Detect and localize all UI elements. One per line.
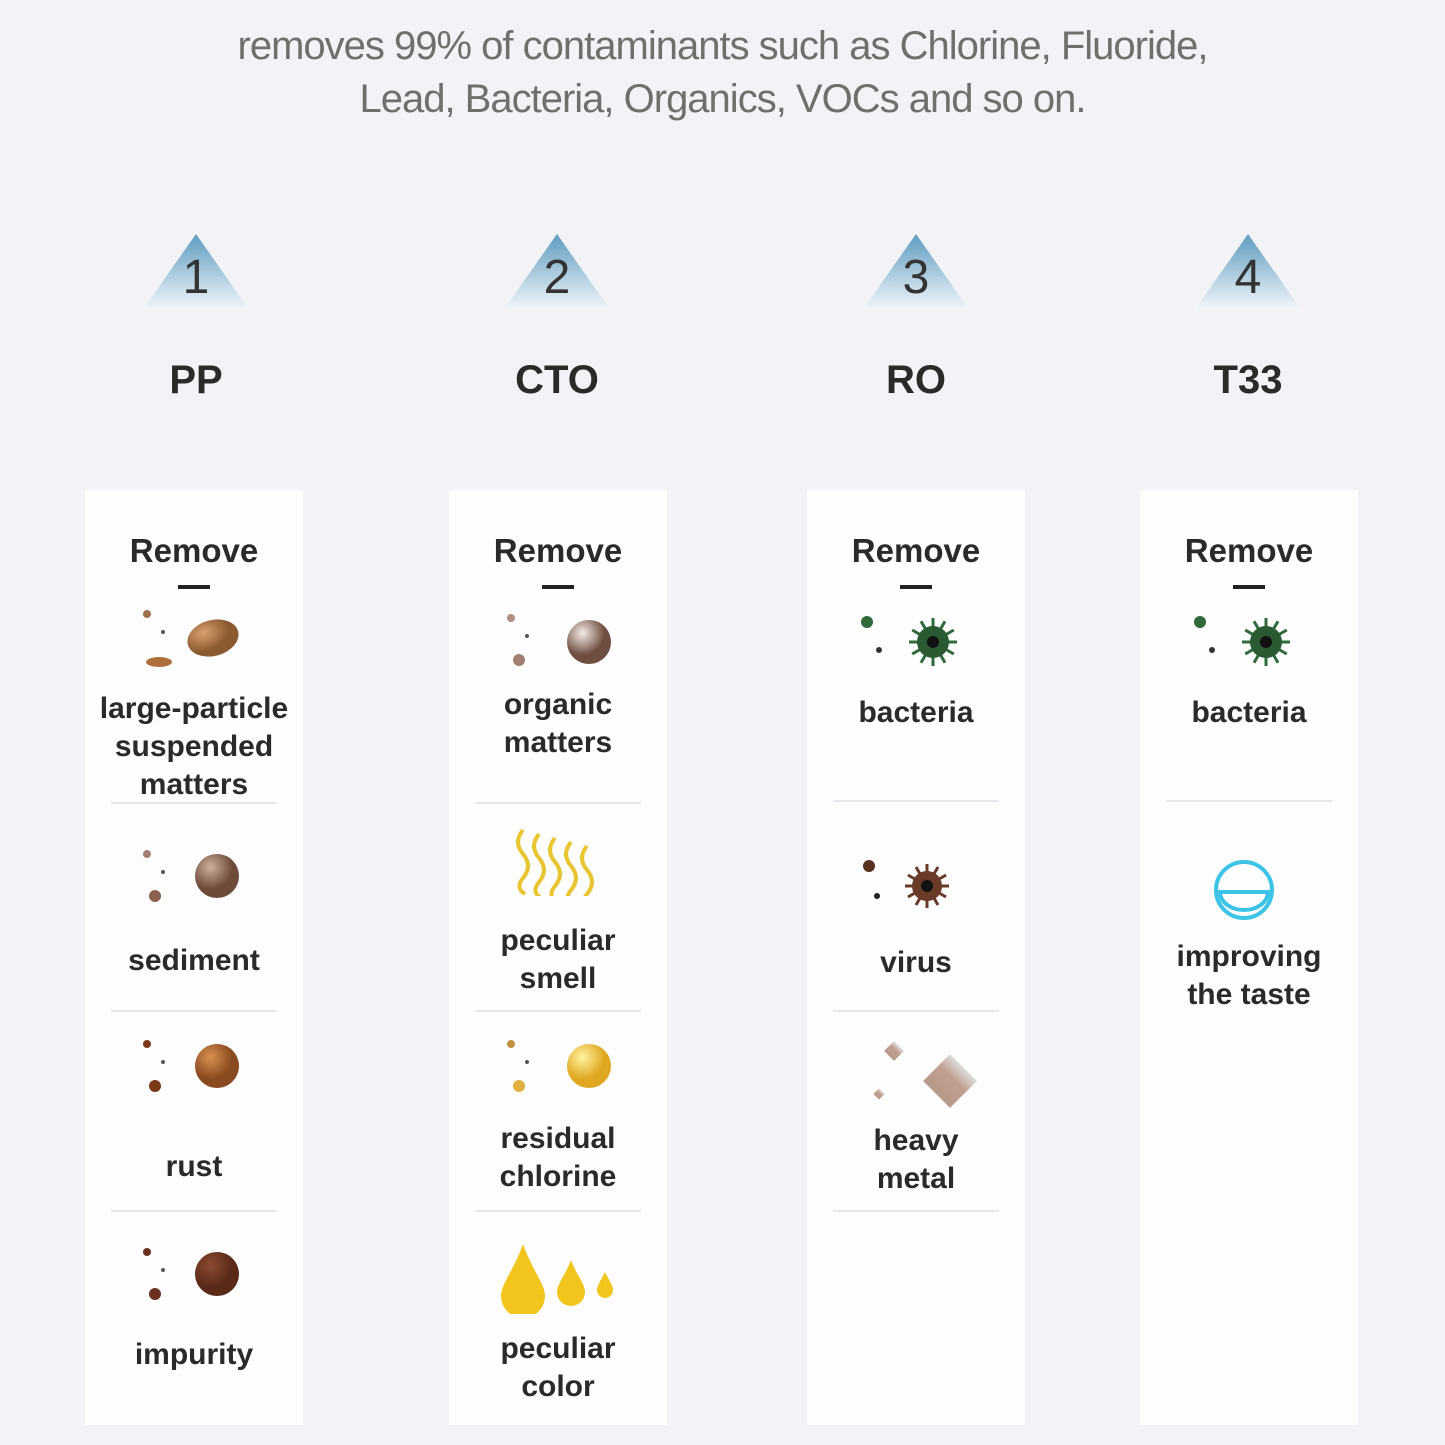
step-4-badge: 4 <box>1188 228 1308 308</box>
step-number: 1 <box>182 251 210 304</box>
filter-name: PP <box>169 358 223 402</box>
headline-line-2: Lead, Bacteria, Organics, VOCs and so on… <box>359 77 1086 121</box>
heading-dash <box>1233 585 1265 589</box>
contaminant-label: residual chlorine <box>499 1122 617 1193</box>
item-divider <box>111 802 277 804</box>
item-divider <box>1166 800 1332 802</box>
item-divider <box>475 1210 641 1212</box>
headline: removes 99% of contaminants such as Chlo… <box>0 20 1445 126</box>
contaminant-label: sediment <box>128 944 260 977</box>
contaminant-label: bacteria <box>858 696 974 729</box>
item-divider <box>111 1210 277 1212</box>
filter-panel-cto <box>449 490 667 1425</box>
item-divider <box>833 1010 999 1012</box>
contaminant-label: improving the taste <box>1176 940 1322 1011</box>
step-2-badge: 2 <box>497 228 617 308</box>
remove-heading: Remove <box>129 532 259 569</box>
step-number: 4 <box>1234 251 1262 304</box>
step-number: 3 <box>902 251 930 304</box>
triangle-icon <box>144 234 248 308</box>
contaminant-label: bacteria <box>1191 696 1307 729</box>
headline-line-1: removes 99% of contaminants such as Chlo… <box>237 24 1209 68</box>
filter-name: RO <box>886 358 946 402</box>
contaminant-label: peculiar smell <box>500 924 616 995</box>
remove-heading: Remove <box>851 532 981 569</box>
heading-dash <box>178 585 210 589</box>
triangle-icon <box>864 234 968 308</box>
item-divider <box>111 1010 277 1012</box>
step-1-badge: 1 <box>136 228 256 308</box>
filter-name: CTO <box>515 358 599 402</box>
triangle-icon <box>1196 234 1300 308</box>
contaminant-label: organic matters <box>503 688 613 759</box>
contaminant-label: large-particle suspended matters <box>99 692 289 801</box>
item-divider <box>833 800 999 802</box>
triangle-icon <box>505 234 609 308</box>
filter-name: T33 <box>1213 358 1283 402</box>
step-number: 2 <box>543 251 571 304</box>
item-divider <box>475 1010 641 1012</box>
contaminant-label: impurity <box>134 1338 254 1371</box>
filter-panel-ro <box>807 490 1025 1425</box>
contaminant-label: rust <box>165 1150 223 1183</box>
contaminant-label: peculiar color <box>500 1332 616 1403</box>
heading-dash <box>542 585 574 589</box>
heading-dash <box>900 585 932 589</box>
contaminant-label: virus <box>880 946 952 979</box>
filter-panel-t33 <box>1140 490 1358 1425</box>
item-divider <box>475 802 641 804</box>
remove-heading: Remove <box>1184 532 1314 569</box>
step-3-badge: 3 <box>856 228 976 308</box>
remove-heading: Remove <box>493 532 623 569</box>
item-divider <box>833 1210 999 1212</box>
contaminant-label: heavy metal <box>873 1124 959 1195</box>
